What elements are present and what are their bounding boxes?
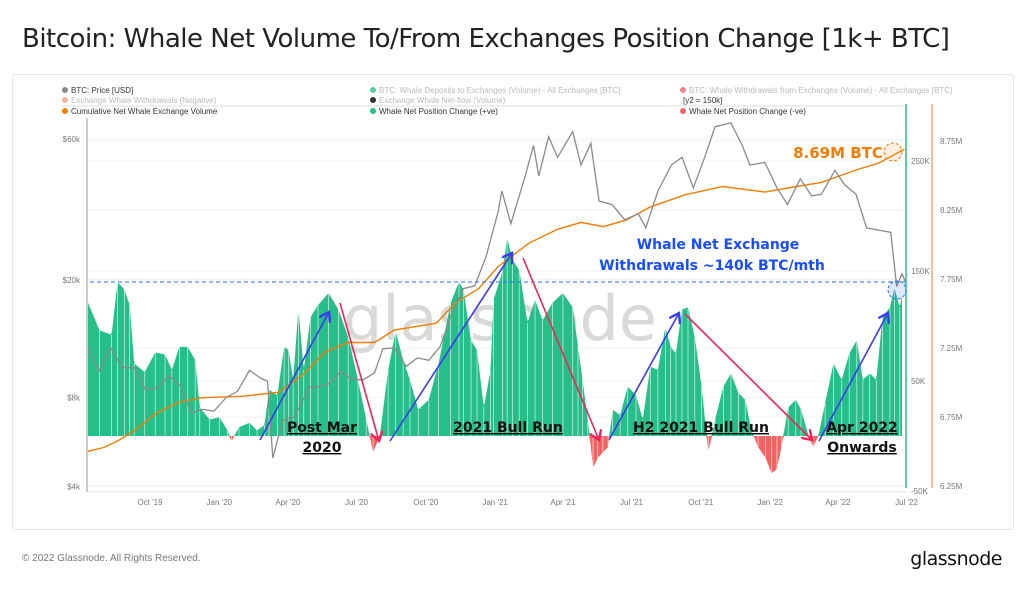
arrow-up-2022: [818, 313, 888, 442]
arrow-up-2020: [259, 312, 329, 441]
arrow-down-2020: [339, 302, 379, 441]
copyright-footer: © 2022 Glassnode. All Rights Reserved.: [22, 553, 201, 564]
legend-dot-icon: [370, 97, 376, 103]
line-series: [88, 122, 906, 459]
annotation-apr-2022-line1: Apr 2022: [826, 420, 898, 436]
legend-dot-icon: [680, 87, 686, 93]
y-right2-tick-label: 6.75M: [940, 413, 963, 422]
annotation-post-mar-2020-line2: 2020: [303, 440, 342, 456]
x-tick-label: Jul '22: [895, 498, 918, 507]
x-tick-label: Apr '21: [550, 498, 576, 507]
cumulative-volume-line: [88, 148, 905, 453]
legend-item: Cumulative Net Whale Exchange Volume: [71, 107, 218, 116]
y-right1-tick-label: 50K: [911, 377, 926, 386]
y-right2-tick-label: 8.75M: [940, 137, 963, 146]
net-position-positive-area: [88, 239, 902, 436]
net-change-highlight-circle: [887, 280, 907, 300]
x-tick-label: Jan '21: [482, 498, 508, 507]
btc-price-line: [88, 122, 906, 459]
x-tick-label: Jul '20: [345, 498, 368, 507]
y-left-tick-label: $60k: [63, 135, 81, 144]
arrow-down-h2-2021: [684, 313, 812, 440]
legend-item: BTC: Whale Deposits to Exchanges (Volume…: [379, 86, 620, 95]
legend-item: Exchange Whale Net-flow (Volume): [379, 96, 506, 105]
cumulative-highlight-circle: [883, 142, 903, 162]
legend-dot-icon: [680, 108, 686, 114]
y-right2-tick-label: 7.25M: [940, 344, 963, 353]
x-tick-label: Jul '21: [620, 498, 643, 507]
legend-dot-icon: [62, 87, 68, 93]
annotation-cumulative-value: 8.69M BTC: [793, 144, 883, 162]
x-tick-label: Oct '21: [688, 498, 714, 507]
chart-card: [12, 74, 1014, 530]
annotation-2021-bull-run: 2021 Bull Run: [453, 420, 563, 436]
annotation-h2-2021-bull-run: H2 2021 Bull Run: [633, 420, 769, 436]
legend-item: Whale Net Position Change (+ve): [379, 107, 498, 116]
chart-title: Bitcoin: Whale Net Volume To/From Exchan…: [22, 24, 950, 54]
y-right2-tick-label: 8.25M: [940, 206, 963, 215]
glassnode-logo: glassnode: [910, 548, 1002, 570]
legend-dot-icon: [370, 87, 376, 93]
x-tick-label: Oct '19: [137, 498, 163, 507]
x-tick-label: Jan '22: [757, 498, 783, 507]
axis-ticks: 8.75M 8.25M 7.75M 7.25M 6.75M 6.25M 250K 150K 50…: [63, 135, 963, 507]
y-left-tick-label: $8k: [67, 394, 81, 403]
x-tick-label: Apr '20: [275, 498, 301, 507]
x-tick-label: Jan '20: [207, 498, 233, 507]
y-right2-tick-label: 7.75M: [940, 275, 963, 284]
annotation-withdrawals-line2: Withdrawals ~140k BTC/mth: [599, 258, 825, 274]
x-tick-label: Oct '20: [413, 498, 439, 507]
y-right1-tick-label: 250K: [911, 157, 930, 166]
arrow-up-h2-2021: [608, 313, 679, 441]
legend-item: [y2 = 150k]: [683, 96, 722, 105]
legend-dot-icon: [370, 108, 376, 114]
y-right1-tick-label: -50K: [911, 487, 929, 496]
legend-item: BTC: Whale Withdrawals from Exchanges (V…: [689, 86, 952, 95]
legend: BTC: Price [USD] BTC: Whale Deposits to E…: [62, 86, 952, 116]
net-position-negative-area: [88, 436, 902, 474]
arrow-up-2021: [389, 253, 512, 442]
net-position-area: [88, 238, 904, 474]
annotation-withdrawals-line1: Whale Net Exchange: [637, 237, 800, 253]
y-left-tick-label: $4k: [67, 483, 81, 492]
annotation-post-mar-2020-line1: Post Mar: [287, 420, 357, 436]
y-right1-tick-label: 150K: [911, 267, 930, 276]
legend-item: Whale Net Position Change (-ve): [689, 107, 806, 116]
arrow-down-2021: [522, 257, 599, 440]
legend-dot-icon: [62, 108, 68, 114]
legend-item: Exchange Whale Withdrawals (Negative): [71, 96, 217, 105]
x-tick-label: Apr '22: [825, 498, 851, 507]
annotation-apr-2022-line2: Onwards: [827, 440, 897, 456]
y-right2-tick-label: 6.25M: [940, 482, 963, 491]
legend-dot-icon: [62, 97, 68, 103]
legend-item: BTC: Price [USD]: [71, 86, 133, 95]
arrows: [259, 253, 888, 442]
y-left-tick-label: $20k: [63, 276, 81, 285]
